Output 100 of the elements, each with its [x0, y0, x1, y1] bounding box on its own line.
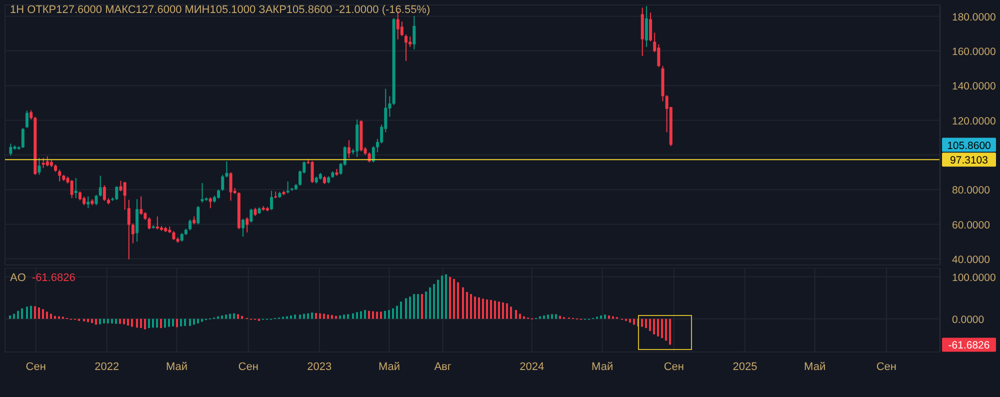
bar: [515, 310, 517, 319]
bar: [290, 315, 292, 319]
candlestick: [250, 208, 253, 224]
candlestick: [140, 196, 143, 216]
bar: [140, 318, 142, 328]
bar: [123, 318, 125, 324]
bar: [645, 318, 647, 328]
bar: [360, 311, 362, 319]
y-tick-label: 120.0000: [952, 115, 996, 128]
bar: [193, 318, 195, 325]
x-tick-label: Авг: [434, 361, 452, 373]
bar: [303, 314, 305, 319]
y-tick-label: 40.0000: [952, 254, 990, 266]
bar: [225, 314, 227, 319]
bar: [221, 315, 223, 319]
candlestick: [38, 157, 41, 176]
x-tick-label: Сен: [26, 361, 46, 373]
bar: [555, 314, 557, 319]
candlestick: [404, 34, 408, 62]
bar: [144, 318, 146, 330]
candlestick: [221, 174, 224, 192]
bar: [91, 318, 93, 324]
bar: [449, 276, 451, 319]
bar: [392, 308, 394, 319]
bar: [629, 318, 631, 323]
bar: [425, 292, 427, 319]
bar: [58, 316, 60, 319]
candlestick: [408, 36, 412, 48]
bar: [95, 318, 97, 325]
candlestick: [131, 222, 134, 244]
bar: [184, 318, 186, 326]
bar: [453, 278, 455, 319]
bar: [445, 274, 447, 319]
bar: [201, 318, 203, 322]
bar: [551, 314, 553, 319]
bar: [13, 314, 15, 319]
bar: [653, 318, 655, 334]
bar: [197, 318, 199, 324]
candlestick: [412, 15, 416, 50]
bar: [539, 316, 541, 319]
bar: [54, 316, 56, 319]
bar: [176, 318, 178, 328]
bar: [156, 318, 158, 328]
candlestick: [46, 156, 49, 167]
bar: [608, 315, 610, 319]
bar: [482, 298, 484, 319]
bar: [164, 318, 166, 328]
bar: [641, 318, 643, 327]
x-tick-label: 2023: [307, 361, 332, 373]
bar: [474, 296, 476, 319]
bar: [343, 314, 345, 319]
bar: [470, 294, 472, 319]
y-tick-label: 160.0000: [952, 46, 996, 58]
candlestick: [98, 175, 102, 198]
bar: [172, 318, 174, 326]
bar: [347, 314, 349, 319]
x-tick-label: Май: [378, 361, 400, 373]
y-tick-label: 180.0000: [952, 11, 996, 24]
bar: [409, 296, 411, 319]
bar: [286, 316, 288, 319]
candlestick: [86, 196, 90, 209]
bar: [237, 314, 239, 319]
bar: [323, 314, 325, 319]
bar: [356, 312, 358, 319]
bar: [319, 313, 321, 319]
bar: [372, 311, 374, 319]
candlestick: [94, 194, 98, 206]
bar: [352, 313, 354, 319]
bar: [99, 318, 101, 324]
bar: [307, 313, 309, 319]
x-tick-label: Май: [166, 361, 188, 373]
candlestick: [286, 180, 290, 194]
bar: [168, 318, 170, 327]
x-tick-label: Сен: [876, 361, 897, 373]
bar: [649, 318, 651, 331]
bar: [429, 287, 431, 319]
x-tick-label: Сен: [664, 361, 684, 373]
bar: [83, 318, 85, 322]
bar: [38, 307, 40, 319]
bar: [661, 318, 663, 338]
bar: [494, 300, 496, 319]
candlestick: [657, 44, 660, 68]
candlestick: [102, 184, 106, 202]
bar: [368, 310, 370, 319]
bar: [233, 313, 235, 319]
bar: [111, 318, 113, 324]
bar: [559, 316, 561, 319]
bar: [612, 316, 614, 319]
chart-title: 1Н ОТКР127.6000 МАКС127.6000 МИН105.1000 ЗАКР105.8600 -21.0000 (-16.55%): [10, 4, 430, 16]
bar: [115, 318, 117, 324]
bar: [339, 315, 341, 319]
chart-title: AO: [10, 272, 26, 284]
bar: [519, 314, 521, 319]
bar: [131, 318, 133, 327]
bar: [604, 314, 606, 319]
bar: [42, 309, 44, 319]
bar: [400, 302, 402, 319]
bar: [315, 312, 317, 319]
bar: [9, 315, 11, 319]
bar: [103, 318, 105, 324]
